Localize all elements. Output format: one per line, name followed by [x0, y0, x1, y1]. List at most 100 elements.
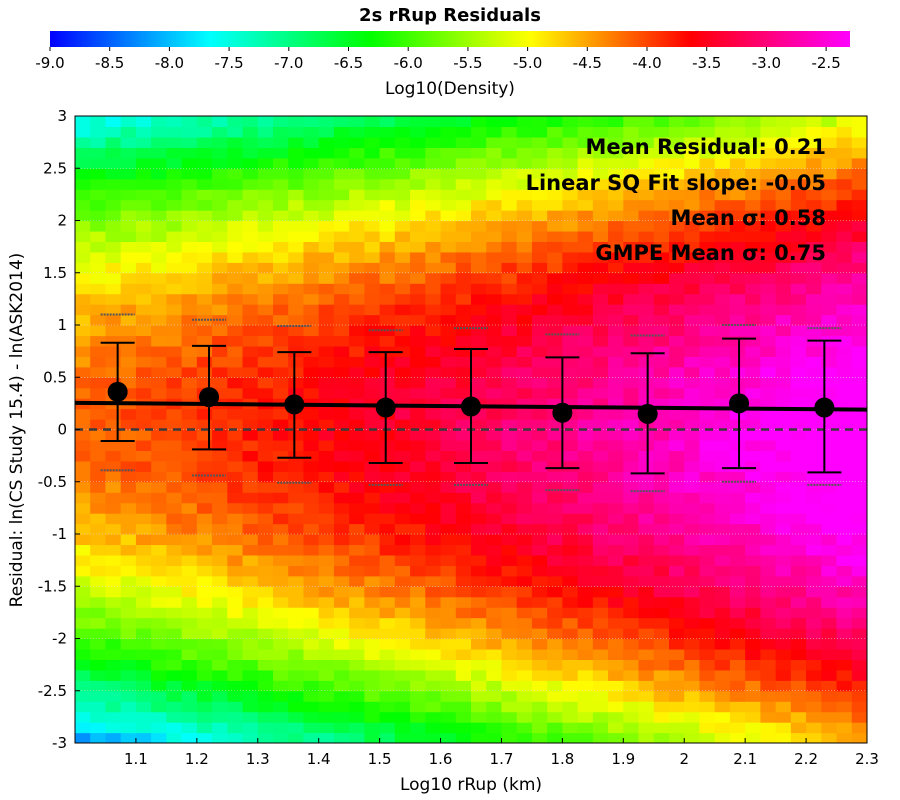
- heatmap-cell: [729, 492, 746, 504]
- heatmap-cell: [288, 126, 305, 138]
- heatmap-cell: [196, 283, 213, 295]
- heatmap-cell: [775, 304, 792, 316]
- heatmap-cell: [227, 230, 244, 242]
- heatmap-cell: [151, 147, 167, 159]
- heatmap-cell: [212, 304, 228, 316]
- heatmap-cell: [333, 116, 350, 128]
- heatmap-cell: [318, 513, 335, 525]
- heatmap-cell: [623, 178, 640, 190]
- heatmap-cell: [623, 607, 640, 619]
- heatmap-cell: [608, 147, 624, 159]
- heatmap-cell: [257, 554, 274, 566]
- heatmap-cell: [699, 732, 716, 743]
- heatmap-cell: [531, 335, 548, 347]
- heatmap-cell: [166, 293, 183, 305]
- heatmap-cell: [821, 711, 838, 723]
- heatmap-cell: [303, 168, 320, 180]
- heatmap-cell: [516, 502, 533, 514]
- heatmap-cell: [196, 366, 213, 378]
- heatmap-cell: [699, 283, 716, 295]
- heatmap-cell: [592, 429, 609, 441]
- heatmap-cell: [608, 136, 624, 148]
- heatmap-cell: [166, 126, 183, 138]
- heatmap-cell: [257, 199, 274, 211]
- heatmap-cell: [745, 314, 761, 326]
- heatmap-cell: [669, 439, 685, 451]
- heatmap-cell: [318, 722, 335, 734]
- heatmap-cell: [105, 157, 122, 169]
- heatmap-cell: [562, 450, 579, 462]
- heatmap-cell: [699, 408, 716, 420]
- heatmap-cell: [562, 398, 579, 410]
- heatmap-cell: [471, 356, 487, 368]
- heatmap-cell: [836, 534, 853, 546]
- heatmap-cell: [516, 136, 533, 148]
- heatmap-cell: [562, 272, 579, 284]
- heatmap-cell: [806, 272, 822, 284]
- heatmap-cell: [440, 178, 457, 190]
- heatmap-cell: [684, 513, 701, 525]
- heatmap-cell: [120, 481, 137, 493]
- heatmap-cell: [608, 283, 624, 295]
- heatmap-cell: [592, 293, 609, 305]
- heatmap-cell: [486, 471, 503, 483]
- heatmap-cell: [379, 450, 396, 462]
- heatmap-cell: [364, 544, 381, 556]
- heatmap-cell: [669, 607, 685, 619]
- heatmap-cell: [135, 147, 152, 159]
- heatmap-cell: [242, 513, 259, 525]
- heatmap-cell: [501, 628, 518, 640]
- heatmap-cell: [836, 304, 853, 316]
- heatmap-cell: [790, 272, 807, 284]
- heatmap-cell: [760, 450, 777, 462]
- heatmap-cell: [257, 659, 274, 671]
- heatmap-cell: [440, 669, 457, 681]
- heatmap-cell: [471, 471, 487, 483]
- heatmap-cell: [775, 690, 792, 702]
- heatmap-cell: [318, 377, 335, 389]
- heatmap-cell: [714, 283, 731, 295]
- heatmap-cell: [821, 116, 838, 128]
- heatmap-cell: [714, 230, 731, 242]
- heatmap-cell: [379, 241, 396, 253]
- heatmap-cell: [394, 711, 411, 723]
- heatmap-cell: [836, 596, 853, 608]
- heatmap-cell: [623, 690, 640, 702]
- heatmap-cell: [303, 314, 320, 326]
- heatmap-cell: [592, 356, 609, 368]
- heatmap-cell: [242, 126, 259, 138]
- heatmap-cell: [471, 116, 487, 128]
- heatmap-cell: [349, 136, 365, 148]
- heatmap-cell: [151, 283, 167, 295]
- heatmap-cell: [577, 544, 594, 556]
- heatmap-cell: [135, 377, 152, 389]
- heatmap-cell: [592, 711, 609, 723]
- heatmap-cell: [394, 408, 411, 420]
- heatmap-cell: [714, 210, 731, 222]
- heatmap-cell: [349, 586, 365, 598]
- heatmap-cell: [836, 251, 853, 263]
- heatmap-cell: [105, 220, 122, 232]
- heatmap-cell: [547, 304, 563, 316]
- heatmap-cell: [653, 669, 670, 681]
- heatmap-cell: [166, 628, 183, 640]
- heatmap-cell: [547, 272, 563, 284]
- heatmap-cell: [288, 314, 305, 326]
- heatmap-cell: [699, 325, 716, 337]
- heatmap-cell: [851, 147, 867, 159]
- heatmap-cell: [242, 732, 259, 743]
- heatmap-cell: [562, 419, 579, 431]
- heatmap-cell: [836, 314, 853, 326]
- heatmap-cell: [790, 304, 807, 316]
- heatmap-cell: [653, 230, 670, 242]
- heatmap-cell: [562, 722, 579, 734]
- heatmap-cell: [851, 408, 867, 420]
- heatmap-cell: [790, 419, 807, 431]
- heatmap-cell: [790, 325, 807, 337]
- heatmap-cell: [638, 481, 655, 493]
- heatmap-cell: [379, 366, 396, 378]
- heatmap-cell: [394, 251, 411, 263]
- heatmap-cell: [623, 220, 640, 232]
- heatmap-cell: [745, 586, 761, 598]
- heatmap-cell: [714, 471, 731, 483]
